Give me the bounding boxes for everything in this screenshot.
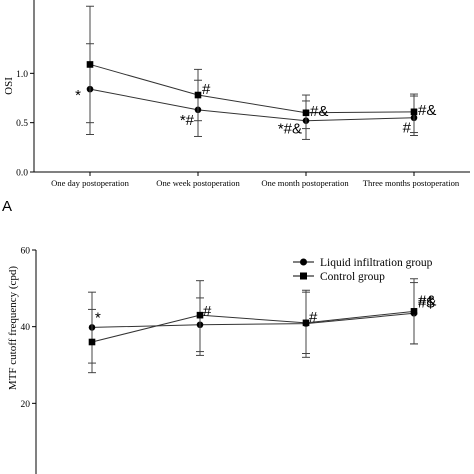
panel-a-marks: 0.0 0.5 1.0 One day postoperation One week p…	[16, 5, 460, 188]
panel-b-y-label: MTF cutoff frequency (cpd)	[7, 266, 19, 390]
series-2-annotation: #	[202, 81, 211, 98]
series-2-point	[196, 311, 204, 319]
panel-b-y-tick-label: 20	[21, 400, 31, 410]
legend-marker-control	[300, 272, 307, 280]
legend-label-control: Control group	[320, 271, 385, 283]
panel-b-y-tick-label: 40	[21, 323, 31, 333]
panel-a-y-tick-label: 0.0	[16, 169, 28, 179]
panel-a-x-tick-label: Three months postoperation	[363, 178, 460, 188]
series-1-annotation: *	[75, 87, 81, 104]
legend-marker-liquid	[300, 258, 307, 266]
series-2-point	[410, 108, 418, 116]
series-2-line	[91, 310, 415, 343]
series-2-annotation: #&	[418, 292, 436, 309]
series-1-annotation: #$	[418, 294, 435, 311]
panel-b-marks: 20 40 60 * #$ # # #&	[21, 247, 437, 410]
panel-b-y-tick-label: 60	[21, 247, 31, 257]
series-2-point	[194, 91, 202, 99]
panel-a-x-tick-label: One month postoperation	[261, 178, 349, 188]
panel-a-y-tick-label: 1.0	[16, 70, 28, 80]
series-2-point	[302, 109, 310, 117]
panel-a-y-label: OSI	[3, 77, 15, 95]
series-2-annotation: #	[309, 309, 318, 326]
series-2-point	[410, 308, 418, 315]
series-1-annotation: #	[403, 120, 412, 137]
series-1-annotation: *#	[180, 112, 195, 129]
series-2-annotation: #&	[418, 102, 436, 119]
series-2-annotation: #&	[310, 103, 328, 120]
series-2-point	[86, 61, 94, 68]
panel-a-y-tick-label: 0.5	[16, 119, 28, 129]
series-2-annotation: #	[203, 303, 212, 320]
legend: Liquid infiltration group Control group	[293, 257, 433, 283]
series-2-line	[89, 63, 415, 114]
series-1-annotation: *	[95, 309, 101, 326]
panel-a-x-tick-label: One day postoperation	[51, 178, 130, 188]
panel-a-x-tick-label: One week postoperation	[156, 178, 240, 188]
series-1-line	[89, 88, 415, 122]
series-2-point	[88, 338, 96, 346]
series-2-point	[302, 319, 310, 327]
series-1-annotation: *#&	[278, 121, 302, 138]
series-1-line	[91, 312, 415, 328]
panel-label-a: A	[2, 198, 12, 215]
legend-label-liquid: Liquid infiltration group	[320, 257, 433, 269]
